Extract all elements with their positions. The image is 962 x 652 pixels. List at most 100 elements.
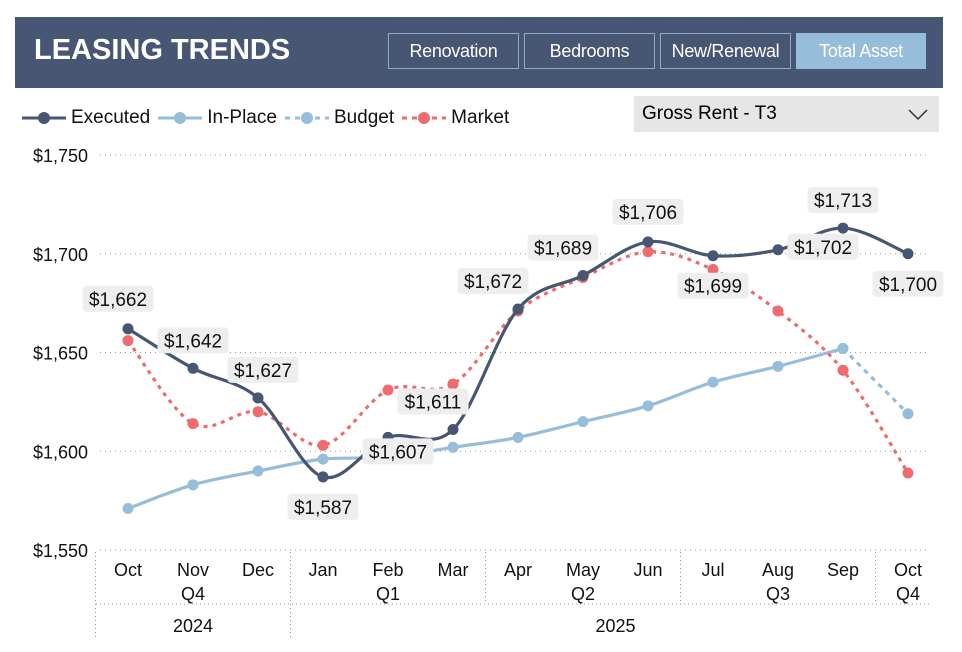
x-tick-label: Feb (372, 560, 403, 580)
market-point (772, 305, 784, 317)
market-point (707, 264, 719, 276)
in-place-line (127, 347, 844, 511)
in-place-point (317, 453, 329, 465)
legend-label: Budget (333, 107, 395, 128)
x-tick-label: Sep (827, 560, 859, 580)
data-label: $1,689 (534, 238, 592, 259)
data-label: $1,627 (234, 361, 292, 382)
executed-point (707, 250, 719, 262)
data-label-background (82, 285, 154, 312)
y-tick-label: $1,600 (33, 442, 88, 462)
in-place-line-marker-icon (158, 112, 203, 124)
year-label: 2025 (595, 616, 635, 636)
data-label-background (677, 272, 749, 299)
data-label-background (397, 388, 469, 415)
quarter-label: Q3 (766, 584, 790, 604)
x-tick-label: Jul (701, 560, 724, 580)
data-label-background (457, 268, 529, 295)
in-place-point (577, 416, 589, 428)
quarter-label: Q2 (571, 584, 595, 604)
x-tick-label: Nov (177, 560, 209, 580)
executed-point (122, 323, 134, 335)
legend-executed[interactable]: Executed (20, 107, 150, 129)
metric-dropdown[interactable]: Gross Rent - T3 (634, 96, 939, 132)
market-line-marker-icon (402, 112, 447, 124)
x-tick-label: Jan (308, 560, 337, 580)
executed-point (642, 236, 654, 248)
quarter-label: Q4 (181, 584, 205, 604)
header-bar: LEASING TRENDS Renovation Bedrooms New/R… (15, 17, 943, 88)
data-label: $1,700 (879, 275, 937, 296)
in-place-point (122, 503, 134, 515)
executed-point (772, 244, 784, 256)
y-tick-label: $1,750 (33, 146, 88, 166)
data-label-background (807, 187, 879, 214)
new-renewal-button[interactable]: New/Renewal (660, 33, 791, 69)
data-label: $1,713 (814, 191, 872, 212)
page-title: LEASING TRENDS (34, 34, 291, 66)
data-label-background (157, 327, 229, 354)
in-place-point (187, 479, 199, 491)
data-label: $1,642 (164, 331, 222, 352)
legend-label: Market (451, 107, 510, 128)
in-place-point (707, 376, 719, 388)
y-tick-label: $1,650 (33, 344, 88, 364)
x-tick-label: Oct (894, 560, 922, 580)
x-tick-label: Apr (504, 560, 532, 580)
year-label: 2024 (173, 616, 213, 636)
x-tick-label: Dec (242, 560, 274, 580)
data-label: $1,699 (684, 277, 742, 298)
legend-label: Executed (71, 107, 151, 128)
data-label-background (527, 234, 599, 261)
executed-point (252, 392, 264, 404)
data-label: $1,662 (89, 290, 147, 311)
executed-point (902, 248, 914, 260)
y-tick-label: $1,550 (33, 541, 88, 561)
budget-line-marker-icon (284, 112, 329, 124)
bedrooms-button[interactable]: Bedrooms (524, 33, 655, 69)
executed-point (447, 424, 459, 436)
data-label: $1,587 (294, 498, 352, 519)
market-point (252, 406, 264, 418)
budget-point (902, 408, 914, 420)
x-tick-label: Mar (438, 560, 469, 580)
renovation-button[interactable]: Renovation (388, 33, 519, 69)
executed-point (187, 362, 199, 374)
data-label: $1,702 (794, 238, 852, 259)
market-point (317, 439, 329, 451)
chevron-down-icon[interactable] (907, 104, 929, 124)
market-point (187, 418, 199, 430)
market-point (642, 246, 654, 258)
data-label-background (872, 270, 944, 297)
legend-label: In-Place (207, 107, 277, 128)
executed-point (512, 303, 524, 315)
data-label-background (787, 233, 859, 260)
legend-in-place[interactable]: In-Place (156, 107, 277, 129)
market-point (382, 384, 394, 396)
legend-market[interactable]: Market (400, 107, 509, 129)
quarter-label: Q4 (896, 584, 920, 604)
data-label: $1,672 (464, 272, 522, 293)
market-point (447, 378, 459, 390)
quarter-label: Q1 (376, 584, 400, 604)
in-place-point (642, 400, 654, 412)
x-tick-label: May (566, 560, 600, 580)
executed-point (837, 222, 849, 234)
legend-budget[interactable]: Budget (283, 107, 394, 129)
total-asset-button[interactable]: Total Asset (796, 33, 926, 69)
data-label-background (287, 493, 359, 520)
x-tick-label: Aug (762, 560, 794, 580)
executed-point (317, 471, 329, 483)
market-point (837, 364, 849, 376)
data-label-background (362, 438, 434, 465)
data-label-background (612, 198, 684, 225)
dropdown-value: Gross Rent - T3 (642, 103, 777, 124)
executed-line-marker-icon (22, 112, 66, 124)
in-place-point (772, 360, 784, 372)
data-label: $1,607 (369, 442, 427, 463)
in-place-point (447, 441, 459, 453)
y-tick-label: $1,700 (33, 245, 88, 265)
in-place-point (512, 431, 524, 443)
market-point (902, 467, 914, 479)
